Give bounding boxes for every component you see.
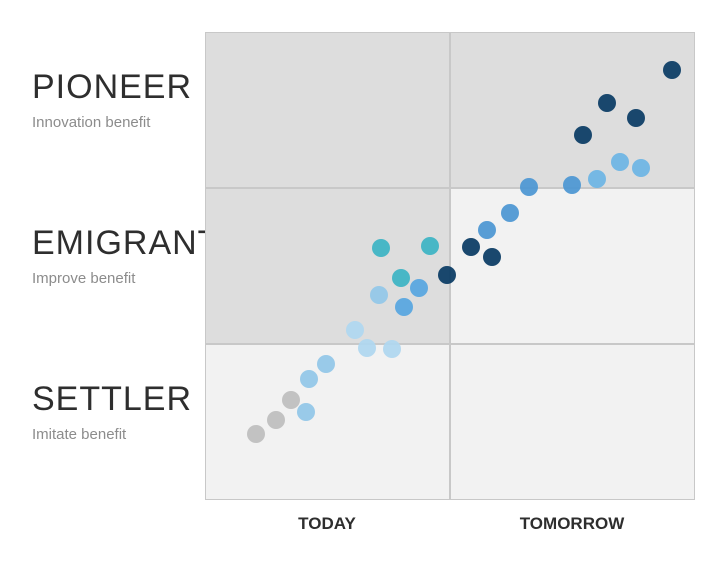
data-point — [598, 94, 616, 112]
data-point — [520, 178, 538, 196]
data-point — [611, 153, 629, 171]
data-point — [632, 159, 650, 177]
data-point — [392, 269, 410, 287]
data-point — [462, 238, 480, 256]
data-point — [267, 411, 285, 429]
data-point — [247, 425, 265, 443]
data-point — [410, 279, 428, 297]
data-point — [370, 286, 388, 304]
data-point — [574, 126, 592, 144]
pms-quadrant-chart: { "layout": { "grid": { "left": 205, "to… — [0, 0, 706, 562]
data-point — [297, 403, 315, 421]
data-point — [282, 391, 300, 409]
data-point — [563, 176, 581, 194]
scatter-points — [0, 0, 706, 562]
x-label-tomorrow: TOMORROW — [472, 514, 672, 534]
data-point — [588, 170, 606, 188]
data-point — [421, 237, 439, 255]
data-point — [501, 204, 519, 222]
data-point — [317, 355, 335, 373]
data-point — [478, 221, 496, 239]
data-point — [358, 339, 376, 357]
data-point — [300, 370, 318, 388]
data-point — [346, 321, 364, 339]
data-point — [372, 239, 390, 257]
data-point — [395, 298, 413, 316]
data-point — [627, 109, 645, 127]
data-point — [383, 340, 401, 358]
data-point — [483, 248, 501, 266]
data-point — [438, 266, 456, 284]
data-point — [663, 61, 681, 79]
x-label-today: TODAY — [227, 514, 427, 534]
